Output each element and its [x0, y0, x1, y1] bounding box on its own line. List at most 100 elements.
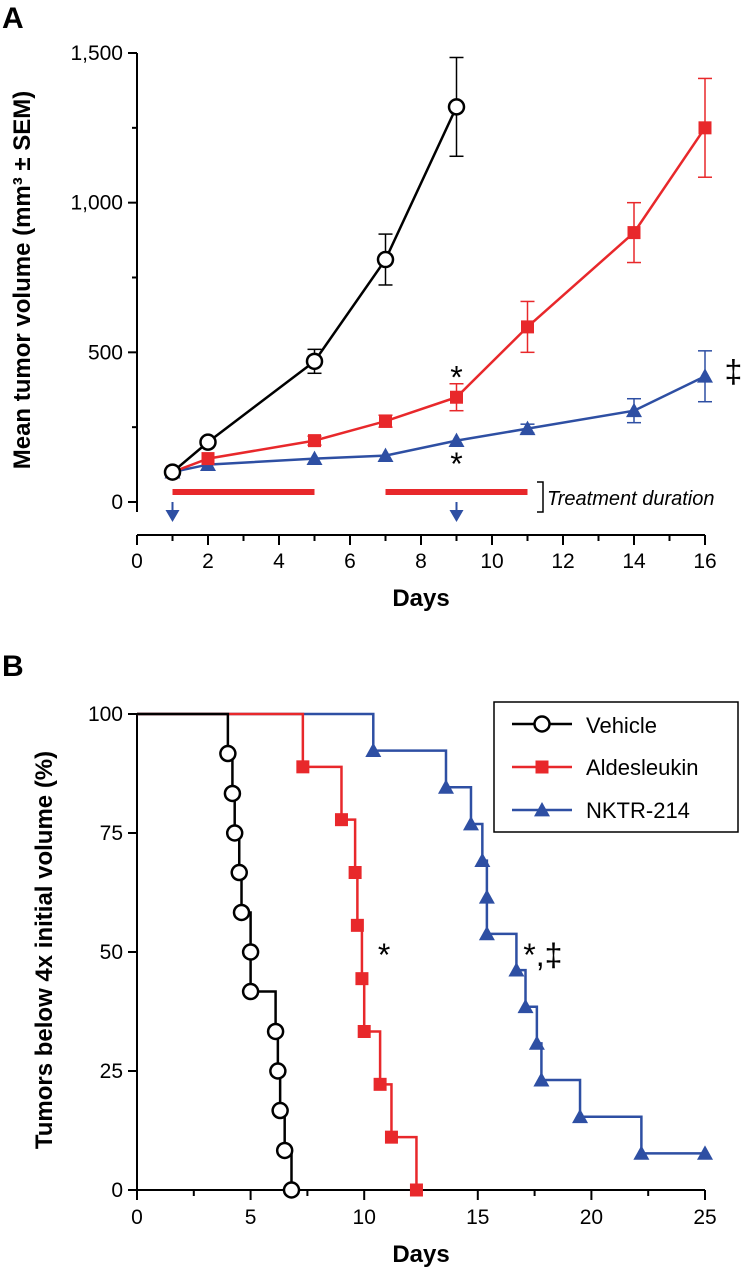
- panel-b-vehicle-point: [275, 1141, 294, 1160]
- panel-a-y-title: Mean tumor volume (mm³ ± SEM): [9, 91, 36, 470]
- panel-a-vehicle-point: [447, 98, 466, 116]
- panel-b-aldesleukin-point: [348, 866, 362, 880]
- panel-a-axes: 0 500 1,000 1,500 0 2 4 6 8 10 12 14 16: [70, 42, 716, 573]
- panel-b-x-tick-label: 0: [131, 1206, 143, 1229]
- panel-a-vehicle-point: [376, 250, 395, 269]
- panel-b-nktr214-point: [365, 742, 382, 758]
- panel-a-y-tick-label: 0: [111, 491, 123, 514]
- panel-b-vehicle-point: [225, 824, 244, 842]
- panel-b-vehicle-curve: [137, 712, 293, 1190]
- panel-b-aldesleukin-point: [296, 760, 310, 774]
- panel-a-aldesleukin-point: [698, 121, 712, 135]
- panel-b-x-tick-label: 20: [580, 1206, 603, 1229]
- panel-a-aldesleukin-point: [379, 414, 392, 428]
- panel-a-nktr214-point: [519, 420, 536, 436]
- panel-b-vehicle-point: [223, 784, 242, 803]
- panel-a-nktr214-point: [448, 432, 465, 448]
- panel-b-aldesleukin-point: [409, 1183, 423, 1197]
- panel-a-x-tick-label: 2: [202, 550, 214, 573]
- panel-a-aldesleukin-line: [172, 127, 707, 474]
- legend-nktr214-label: NKTR-214: [586, 798, 690, 823]
- panel-b-vehicle-point: [282, 1181, 301, 1199]
- panel-b-nktr214-point: [478, 925, 495, 941]
- panel-a-significance-mark: *: [450, 359, 462, 395]
- panel-a-aldesleukin-point: [521, 320, 534, 334]
- panel-a-letter: A: [2, 2, 24, 35]
- panel-a-nktr214-point: [377, 447, 394, 463]
- legend-vehicle-label: Vehicle: [586, 713, 657, 738]
- treatment-duration-label: Treatment duration: [547, 488, 715, 510]
- panel-b-nktr214-point: [633, 1145, 650, 1160]
- panel-b-nktr214-point: [462, 815, 479, 831]
- panel-a-nktr214-point: [306, 450, 323, 465]
- panel-b-nktr214-point: [508, 962, 525, 977]
- panel-b-aldesleukin-point: [384, 1130, 398, 1144]
- panel-b-nktr214-point: [517, 998, 534, 1014]
- panel-a-significance-mark: ‡: [725, 353, 743, 389]
- panel-b-x-title: Days: [392, 1241, 449, 1268]
- panel-b-nktr214-point: [437, 779, 454, 794]
- panel-b-x-tick-label: 10: [353, 1206, 376, 1229]
- panel-b-vehicle-point: [241, 982, 260, 1001]
- panel-b-chart: 0 25 50 75 100 0 5 10 15 20 25 * *,‡ Days Tumors be…: [31, 701, 739, 1268]
- panel-a-aldesleukin-point: [201, 452, 215, 466]
- panel-a-chart: 0 500 1,000 1,500 0 2 4 6 8 10 12 14 16 * * ‡ Days Mea…: [9, 42, 742, 612]
- panel-a-significance-mark: *: [450, 446, 462, 482]
- panel-a-vehicle-point: [163, 463, 182, 481]
- panel-b-y-tick-label: 25: [100, 1060, 123, 1083]
- panel-b-y-title: Tumors below 4x initial volume (%): [31, 751, 58, 1149]
- panel-b-nktr214-point: [572, 1108, 589, 1124]
- legend-aldesleukin-marker: [535, 760, 549, 774]
- panel-b-significance-mark: *,‡: [523, 937, 562, 973]
- panel-a-x-tick-label: 14: [622, 550, 646, 573]
- panel-b-vehicle-point: [266, 1022, 285, 1041]
- panel-b-vehicle-point: [230, 863, 248, 882]
- panel-b-vehicle-point: [241, 943, 260, 961]
- panel-a-vehicle-line: [171, 106, 458, 474]
- panel-b-significance-mark: *: [378, 937, 390, 973]
- panel-a-y-tick-label: 500: [88, 341, 123, 364]
- panel-b-vehicle-point: [269, 1062, 287, 1080]
- panel-b-x-tick-label: 25: [693, 1206, 716, 1229]
- panel-b-y-tick-label: 0: [111, 1179, 123, 1202]
- panel-a-vehicle-point: [199, 433, 217, 451]
- legend-nktr214-marker: [534, 802, 550, 817]
- panel-b-nktr214-point: [697, 1145, 713, 1160]
- panel-a-vehicle-point: [305, 352, 324, 371]
- panel-a-x-tick-label: 0: [131, 550, 143, 573]
- panel-a-x-tick-label: 6: [344, 550, 356, 573]
- panel-b-aldesleukin-point: [355, 972, 369, 986]
- panel-b-nktr214-point: [478, 889, 495, 904]
- panel-b-y-tick-label: 100: [88, 703, 123, 726]
- panel-b-x-tick-label: 15: [466, 1206, 489, 1229]
- dose-arrow-head: [165, 510, 180, 522]
- panel-a-x-title: Days: [392, 585, 449, 612]
- panel-a-x-tick-label: 16: [693, 550, 716, 573]
- panel-a-nktr214-line: [172, 375, 706, 474]
- panel-b-nktr214-point: [533, 1072, 550, 1087]
- panel-b-marks: * *,‡: [137, 712, 713, 1199]
- panel-b-vehicle-point: [271, 1101, 289, 1120]
- panel-a-nktr214-point: [626, 402, 642, 418]
- legend: Vehicle Aldesleukin NKTR-214: [493, 701, 739, 833]
- panel-b-aldesleukin-point: [373, 1077, 387, 1091]
- panel-b-aldesleukin-point: [350, 918, 364, 932]
- panel-a-nktr214-point: [697, 368, 713, 383]
- panel-a-aldesleukin-point: [450, 390, 463, 404]
- panel-b-aldesleukin-point: [357, 1024, 371, 1038]
- panel-a-aldesleukin-point: [627, 226, 641, 240]
- panel-b-vehicle-point: [232, 903, 251, 922]
- legend-vehicle-marker: [533, 715, 551, 733]
- panel-b-aldesleukin-curve: [137, 712, 418, 1190]
- panel-b-y-tick-label: 50: [100, 941, 123, 964]
- panel-a-marks: * * ‡: [163, 56, 743, 522]
- panel-a-x-tick-label: 8: [415, 550, 427, 573]
- panel-a-y-tick-label: 1,000: [70, 192, 123, 215]
- panel-a-y-tick-label: 1,500: [70, 42, 123, 65]
- treatment-bracket: [537, 481, 544, 513]
- panel-b-vehicle-point: [219, 744, 237, 763]
- panel-b-letter: B: [2, 650, 24, 683]
- panel-a-x-tick-label: 10: [480, 550, 503, 573]
- panel-b-y-tick-label: 75: [100, 822, 123, 845]
